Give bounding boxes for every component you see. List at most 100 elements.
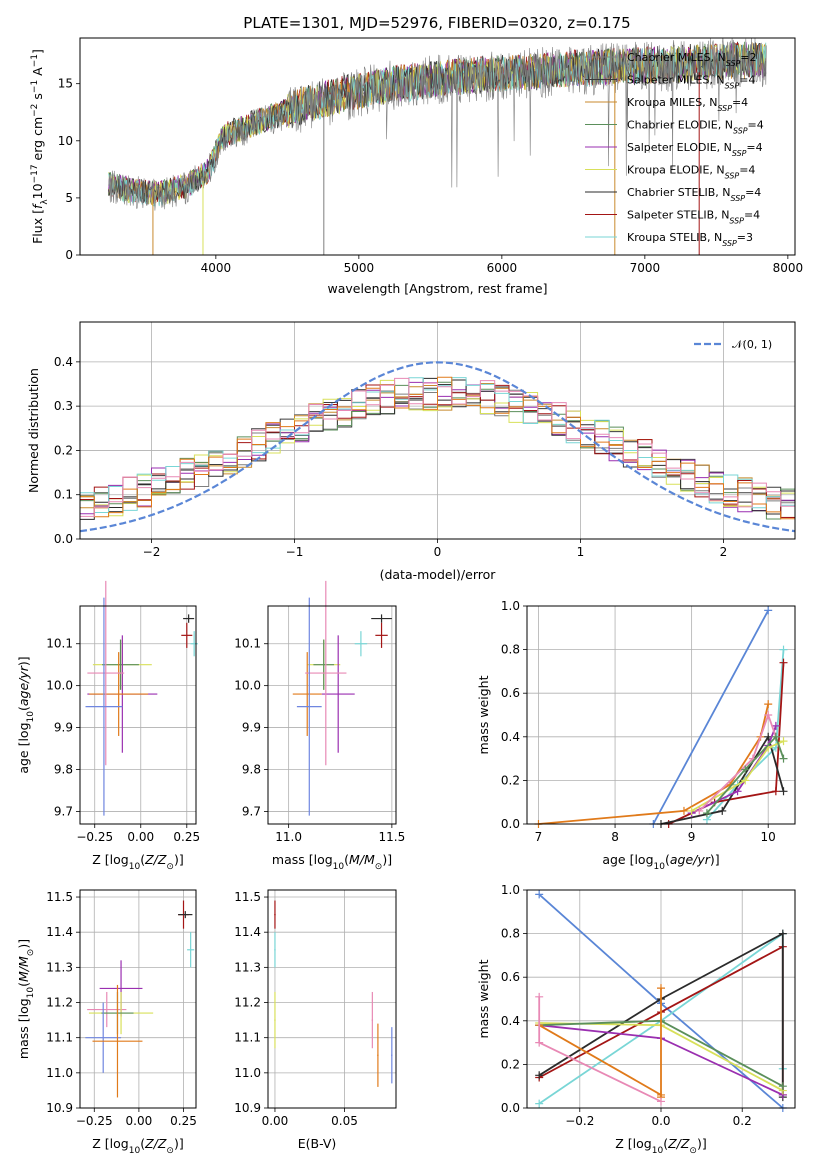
weight-line xyxy=(652,609,769,825)
weight-marker xyxy=(535,1071,544,1080)
errorbar-point xyxy=(190,631,198,657)
y-tick-label: 11.3 xyxy=(46,960,73,974)
errorbar-point xyxy=(375,622,388,648)
y-tick-label: 11.4 xyxy=(234,925,261,939)
legend: Chabrier MILES, NSSP=2 Salpeter MILES, NS… xyxy=(585,51,764,248)
y-tick-label: 5 xyxy=(65,191,73,205)
y-tick-label: 0.1 xyxy=(54,488,73,502)
errorbar-point xyxy=(313,639,335,690)
y-tick-label: 0.6 xyxy=(501,970,520,984)
weight-marker xyxy=(771,787,780,796)
spectrum-line xyxy=(108,38,767,211)
x-tick-label: 4000 xyxy=(201,261,232,275)
y-tick-label: 15 xyxy=(58,77,73,91)
errorbar-point xyxy=(85,1002,122,1073)
axes-frame xyxy=(79,37,796,256)
x-axis-label: E(B-V) xyxy=(298,1136,337,1151)
weight-marker xyxy=(679,806,688,815)
x-axis-label: wavelength [Angstrom, rest frame] xyxy=(327,281,547,296)
axes-frame xyxy=(79,889,197,1109)
legend-entry: Salpeter ELODIE, NSSP=4 xyxy=(627,141,763,158)
x-axis-label: mass [log10(M/M⊙)] xyxy=(272,852,392,872)
y-tick-label: 10.0 xyxy=(234,679,261,693)
y-tick-label: 0.8 xyxy=(501,927,520,941)
axes-mass-weight-vs-Z: −0.2 0.0 0.2 0.0 0.2 0.4 0.6 0.8 1.0 mass weight Z… xyxy=(476,883,795,1156)
y-tick-label: 0.4 xyxy=(54,355,73,369)
weight-marker xyxy=(741,765,750,774)
weight-marker xyxy=(771,721,780,730)
x-axis-label: Z [log10(Z/Z⊙)] xyxy=(615,1136,706,1156)
legend-entry: Salpeter MILES, NSSP=4 xyxy=(627,74,755,91)
weight-marker xyxy=(778,929,787,938)
x-tick-label: 11.0 xyxy=(275,830,302,844)
x-tick-label: 7 xyxy=(535,830,543,844)
weight-line xyxy=(698,712,777,812)
legend-entry: 𝒩(0, 1) xyxy=(732,338,772,351)
legend-entry: Chabrier MILES, NSSP=2 xyxy=(627,51,757,68)
x-tick-label: 7000 xyxy=(630,261,661,275)
x-tick-label: 0.00 xyxy=(126,1114,153,1128)
axes-frame xyxy=(526,889,796,1109)
y-tick-label: 0.0 xyxy=(54,532,73,546)
x-tick-label: −1 xyxy=(286,545,304,559)
axes-age-vs-mass: 11.0 11.5 9.7 9.8 9.9 10.0 10.1 mass [log10(M/M… xyxy=(234,580,405,872)
x-tick-label: 0.0 xyxy=(651,1114,670,1128)
axes-frame xyxy=(526,605,796,825)
weight-marker xyxy=(778,1082,787,1091)
x-tick-label: 5000 xyxy=(344,261,375,275)
x-tick-label: 0.05 xyxy=(331,1114,358,1128)
weight-line xyxy=(706,735,785,814)
errorbar-point xyxy=(274,991,276,1049)
errorbar-point xyxy=(178,911,193,919)
weight-marker xyxy=(779,787,788,796)
y-tick-label: 9.8 xyxy=(54,763,73,777)
y-axis-label: age [log10(age/yr)] xyxy=(16,656,36,773)
y-tick-label: 9.7 xyxy=(242,804,261,818)
axes-frame xyxy=(267,605,397,825)
x-axis-label: Z [log10(Z/Z⊙)] xyxy=(92,852,183,872)
errorbar-point xyxy=(89,652,149,736)
x-tick-label: 8 xyxy=(611,830,619,844)
y-tick-label: 11.2 xyxy=(46,996,73,1010)
errorbar-point xyxy=(274,900,276,929)
y-tick-label: 1.0 xyxy=(501,599,520,613)
weight-line xyxy=(691,740,784,812)
weight-marker xyxy=(702,809,711,818)
axes-spectrum: 4000 5000 6000 7000 8000 0 5 10 15 wavelength [An… xyxy=(30,38,803,296)
axes-frame xyxy=(79,605,197,825)
y-tick-label: 1.0 xyxy=(501,883,520,897)
y-tick-label: 9.9 xyxy=(54,721,73,735)
y-tick-label: 11.4 xyxy=(46,925,73,939)
errorbar-point xyxy=(371,991,374,1049)
errorbar-point xyxy=(87,580,125,766)
y-tick-label: 0.2 xyxy=(54,443,73,457)
x-tick-label: 0.2 xyxy=(733,1114,752,1128)
weight-marker xyxy=(779,754,788,763)
y-tick-label: 11.1 xyxy=(46,1031,73,1045)
legend-entry: Kroupa ELODIE, NSSP=4 xyxy=(627,164,755,181)
x-axis-label: (data-model)/error xyxy=(380,567,497,582)
legend-entry: Salpeter STELIB, NSSP=4 xyxy=(627,209,760,226)
errorbar-point xyxy=(377,1023,379,1087)
y-axis-label: mass [log10(M/M⊙)] xyxy=(16,939,36,1059)
errorbar-point xyxy=(321,635,355,753)
y-tick-label: 9.7 xyxy=(54,804,73,818)
x-tick-label: −0.25 xyxy=(76,830,113,844)
weight-line xyxy=(706,649,785,821)
y-axis-label: mass weight xyxy=(476,675,491,754)
x-tick-label: 9 xyxy=(688,830,696,844)
y-tick-label: 11.2 xyxy=(234,996,261,1010)
histogram-series xyxy=(80,376,795,520)
y-tick-label: 11.3 xyxy=(234,960,261,974)
errorbar-point xyxy=(87,991,127,1028)
weight-marker xyxy=(535,890,544,899)
x-axis-label: Z [log10(Z/Z⊙)] xyxy=(92,1136,183,1156)
x-tick-label: 0.25 xyxy=(173,830,200,844)
y-tick-label: 0.6 xyxy=(501,686,520,700)
x-tick-label: −2 xyxy=(143,545,161,559)
y-tick-label: 11.0 xyxy=(234,1066,261,1080)
weight-marker xyxy=(657,1097,665,1106)
x-tick-label: 0.00 xyxy=(127,830,154,844)
y-tick-label: 10.0 xyxy=(46,679,73,693)
